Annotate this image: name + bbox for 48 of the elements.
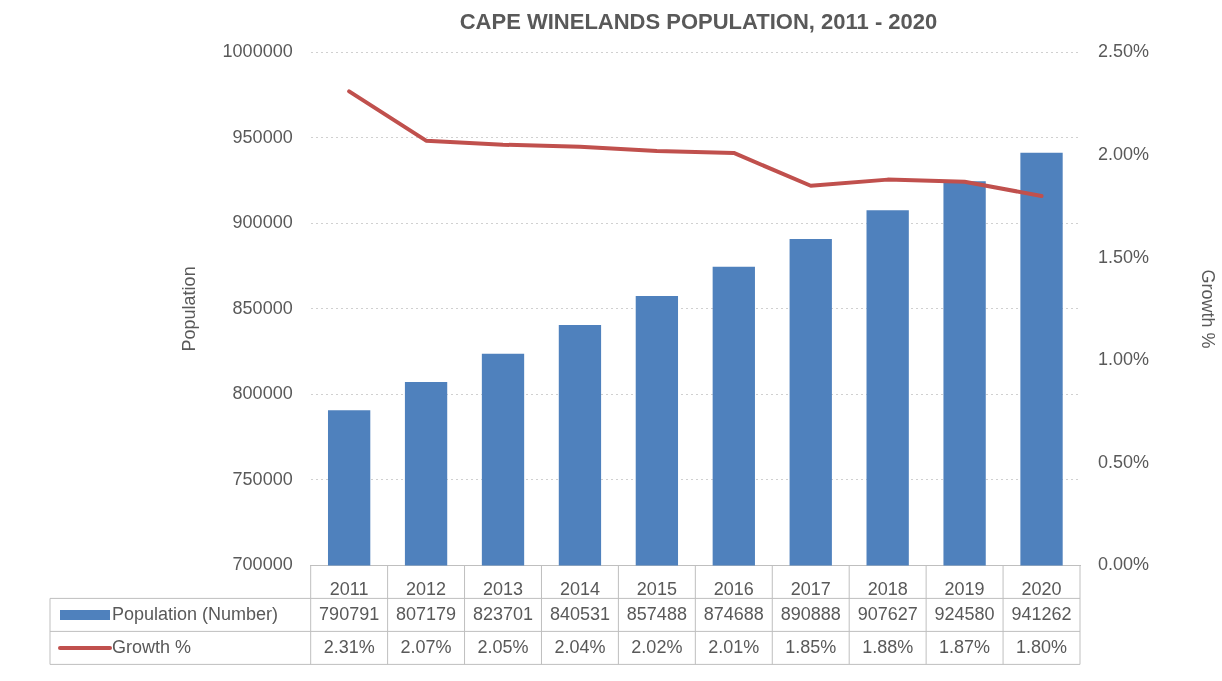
data-label: 924580 [934,603,995,624]
y-tick-label: 800000 [232,383,293,404]
y2-tick-label: 2.50% [1098,41,1150,62]
y2-tick-label: 1.50% [1098,246,1150,267]
x-tick-label: 2018 [867,579,908,600]
data-label: 1.85% [785,636,837,657]
y-tick-label: 900000 [232,212,293,233]
data-label: 890888 [780,603,841,624]
data-label: 1.80% [1016,636,1068,657]
x-tick-label: 2014 [559,579,600,600]
data-label: 2.07% [400,636,452,657]
x-tick-label: 2013 [482,579,524,600]
y2-axis-title: Growth % [1198,269,1219,349]
data-label: 807179 [396,603,457,624]
legend-label: Growth % [112,636,192,657]
y2-tick-label: 0.00% [1098,554,1150,575]
data-label: 907627 [857,603,918,624]
y-tick-label: 700000 [232,554,293,575]
y2-tick-label: 0.50% [1098,451,1150,472]
data-label: 2.04% [554,636,606,657]
x-tick-label: 2016 [713,579,754,600]
data-label: 790791 [319,603,380,624]
data-label: 840531 [549,603,610,624]
y-tick-label: 750000 [232,468,293,489]
chart-title: CAPE WINELANDS POPULATION, 2011 - 2020 [459,9,938,35]
x-tick-label: 2019 [944,579,985,600]
data-label: 2.05% [477,636,529,657]
x-tick-label: 2011 [329,579,369,600]
y2-tick-label: 1.00% [1098,349,1150,370]
y-tick-label: 850000 [232,297,293,318]
x-tick-label: 2012 [406,579,447,600]
data-label: 2.02% [631,636,683,657]
y-tick-label: 1000000 [222,41,293,62]
y-axis-title: Population [178,266,199,352]
x-tick-label: 2017 [790,579,831,600]
y-tick-label: 950000 [232,126,293,147]
x-tick-label: 2015 [636,579,677,600]
data-label: 941262 [1011,603,1072,624]
data-label: 823701 [472,603,534,624]
data-label: 1.87% [939,636,991,657]
data-label: 2.01% [708,636,760,657]
y2-tick-label: 2.00% [1098,143,1150,164]
x-tick-label: 2020 [1021,579,1062,600]
data-label: 2.31% [323,636,375,657]
data-label: 1.88% [862,636,914,657]
legend-label: Population (Number) [112,603,279,624]
data-label: 857488 [626,603,687,624]
data-label: 874688 [703,603,764,624]
